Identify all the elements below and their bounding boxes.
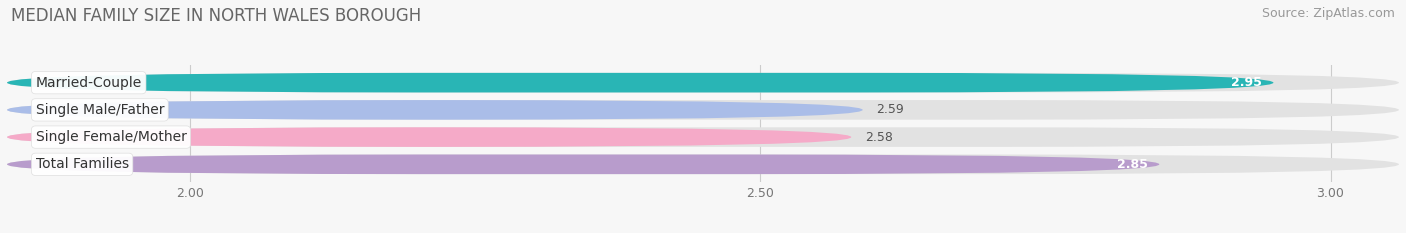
FancyBboxPatch shape (7, 127, 1399, 147)
Text: Single Female/Mother: Single Female/Mother (35, 130, 187, 144)
FancyBboxPatch shape (7, 73, 1399, 93)
Text: Total Families: Total Families (35, 157, 129, 171)
FancyBboxPatch shape (7, 154, 1160, 174)
Text: MEDIAN FAMILY SIZE IN NORTH WALES BOROUGH: MEDIAN FAMILY SIZE IN NORTH WALES BOROUG… (11, 7, 422, 25)
Text: Source: ZipAtlas.com: Source: ZipAtlas.com (1261, 7, 1395, 20)
Text: Married-Couple: Married-Couple (35, 76, 142, 90)
FancyBboxPatch shape (7, 154, 1399, 174)
Text: 2.95: 2.95 (1232, 76, 1263, 89)
Text: Single Male/Father: Single Male/Father (35, 103, 165, 117)
Text: 2.58: 2.58 (865, 131, 893, 144)
FancyBboxPatch shape (7, 100, 1399, 120)
FancyBboxPatch shape (7, 100, 863, 120)
FancyBboxPatch shape (7, 127, 851, 147)
Text: 2.85: 2.85 (1118, 158, 1147, 171)
FancyBboxPatch shape (7, 73, 1274, 93)
Text: 2.59: 2.59 (876, 103, 904, 116)
